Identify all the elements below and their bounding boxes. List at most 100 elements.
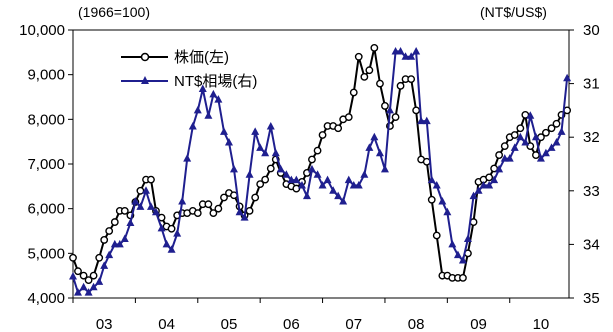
right-tick-label: 34 xyxy=(583,236,600,253)
data-point xyxy=(469,191,478,200)
data-point xyxy=(120,234,129,243)
data-point xyxy=(261,148,270,157)
data-point xyxy=(485,180,494,189)
series-layer xyxy=(69,43,572,296)
data-point xyxy=(256,143,265,151)
data-point xyxy=(178,197,187,205)
data-point xyxy=(542,128,550,137)
data-point xyxy=(381,102,389,110)
data-point xyxy=(360,170,369,178)
data-point xyxy=(490,175,499,184)
data-point xyxy=(438,197,447,205)
data-point xyxy=(89,271,98,280)
data-point xyxy=(443,207,452,216)
left-tick-label: 4,000 xyxy=(27,290,65,307)
data-point xyxy=(79,271,88,280)
data-point xyxy=(261,175,270,184)
data-point xyxy=(95,253,104,262)
data-point xyxy=(95,277,104,285)
left-tick-label: 5,000 xyxy=(27,245,65,262)
data-point xyxy=(385,105,394,114)
data-point xyxy=(323,175,332,184)
data-point xyxy=(375,148,384,157)
data-point xyxy=(219,127,228,135)
data-point xyxy=(334,124,343,133)
x-tick-label: 04 xyxy=(158,316,175,332)
data-point xyxy=(432,231,441,240)
data-point xyxy=(500,142,509,151)
right-tick-label: 31 xyxy=(583,76,600,93)
data-point xyxy=(141,186,150,194)
data-point xyxy=(105,227,114,235)
data-point xyxy=(162,239,171,248)
data-point xyxy=(557,127,566,135)
data-point xyxy=(188,121,197,130)
data-point xyxy=(334,191,343,200)
data-point xyxy=(396,81,405,90)
data-point xyxy=(100,236,109,244)
data-point xyxy=(74,267,82,276)
data-point xyxy=(204,111,213,119)
data-point xyxy=(459,273,467,282)
data-point xyxy=(167,224,176,233)
data-point xyxy=(151,207,160,216)
x-tick-label: 07 xyxy=(345,316,362,332)
data-point xyxy=(510,143,519,151)
data-point xyxy=(376,79,384,88)
data-point xyxy=(349,88,358,97)
data-point xyxy=(245,206,254,215)
data-point xyxy=(412,46,421,55)
data-point xyxy=(147,175,155,184)
data-point xyxy=(505,154,514,162)
x-tick-label: 06 xyxy=(283,316,300,332)
left-tick-label: 9,000 xyxy=(27,67,65,84)
data-point xyxy=(427,195,436,204)
left-tick-label: 7,000 xyxy=(27,156,65,173)
data-point xyxy=(100,261,109,269)
data-point xyxy=(453,250,462,259)
data-point xyxy=(547,143,556,151)
data-point xyxy=(526,111,535,119)
data-point xyxy=(214,95,223,103)
data-point xyxy=(292,175,301,184)
data-point xyxy=(167,245,176,253)
data-point xyxy=(412,106,421,115)
data-point xyxy=(318,180,327,189)
data-point xyxy=(344,175,353,184)
data-point xyxy=(474,186,483,194)
data-point xyxy=(251,127,260,135)
data-point xyxy=(344,113,353,122)
data-point xyxy=(329,186,338,194)
right-axis: 30 31 32 33 34 35 xyxy=(569,22,600,307)
data-point xyxy=(136,202,145,210)
data-point xyxy=(302,191,311,200)
data-point xyxy=(495,151,504,159)
data-point xyxy=(89,282,98,291)
data-point xyxy=(516,132,525,141)
x-tick-label: 10 xyxy=(533,316,550,332)
data-point xyxy=(271,148,280,157)
data-point xyxy=(370,132,379,141)
data-point xyxy=(521,138,530,146)
data-point xyxy=(354,180,363,189)
right-tick-label: 33 xyxy=(583,183,600,200)
data-point xyxy=(235,207,244,216)
legend: 株価(左) NT$相場(右) xyxy=(121,49,257,90)
data-point xyxy=(547,124,556,133)
data-point xyxy=(485,173,494,182)
data-point xyxy=(73,288,82,296)
data-point xyxy=(510,131,519,139)
legend-marker-fx xyxy=(141,76,149,84)
data-point xyxy=(318,131,327,139)
data-point xyxy=(536,154,545,162)
data-point xyxy=(339,197,348,205)
data-point xyxy=(105,250,114,259)
data-point xyxy=(84,276,93,285)
data-point xyxy=(360,73,369,81)
series-1 xyxy=(69,43,572,285)
plot-frame xyxy=(72,29,570,299)
x-tick-label: 03 xyxy=(96,316,113,332)
data-point xyxy=(256,180,265,189)
data-point xyxy=(193,209,202,218)
series-2 xyxy=(69,46,572,296)
